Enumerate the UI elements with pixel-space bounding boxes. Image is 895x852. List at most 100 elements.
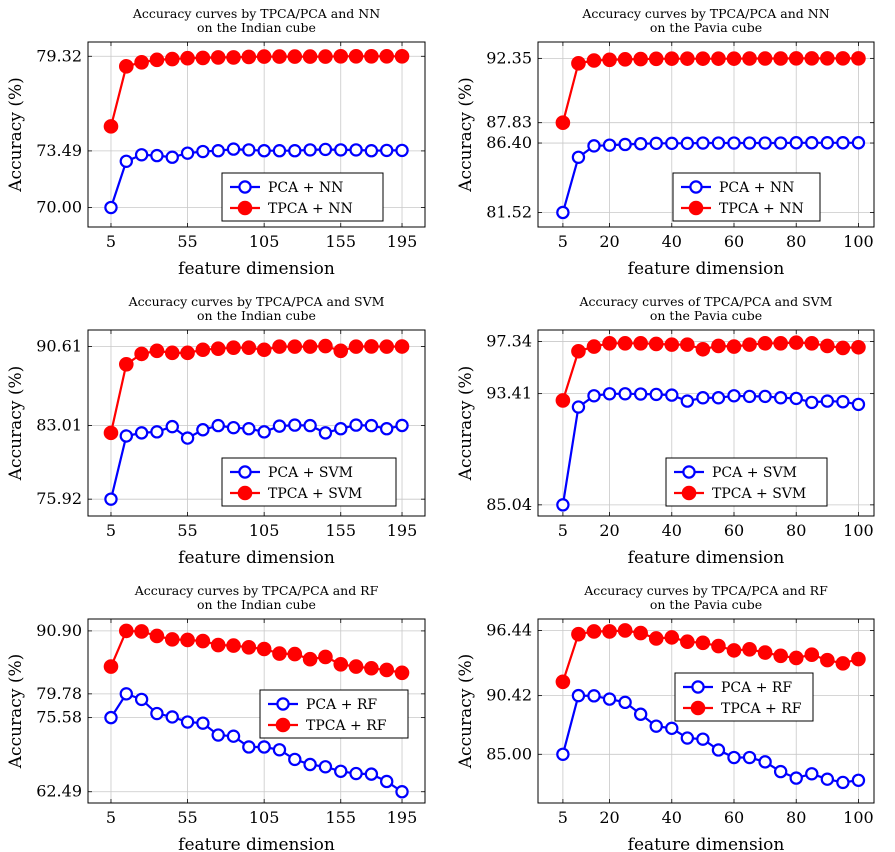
data-point-1: [773, 136, 788, 150]
data-point-1: [104, 200, 118, 215]
legend-marker-1: [276, 697, 290, 711]
chart-title: Accuracy curves by TPCA/PCA and RF: [134, 583, 379, 598]
data-point-1: [165, 419, 179, 434]
data-point-2: [820, 652, 835, 668]
y-tick-label: 75.58: [36, 708, 82, 727]
data-point-2: [633, 335, 648, 351]
data-point-1: [742, 136, 757, 150]
data-point-1: [789, 391, 803, 406]
data-point-2: [226, 340, 241, 355]
data-point-1: [556, 205, 570, 220]
data-point-2: [820, 51, 835, 66]
data-point-2: [195, 633, 211, 649]
x-tick-label: 80: [786, 232, 806, 251]
data-point-1: [272, 419, 287, 433]
legend-label-2: TPCA + RF: [306, 718, 387, 734]
plot-frame: [87, 41, 426, 228]
data-point-1: [334, 143, 348, 157]
chart-title: Accuracy curves by TPCA/PCA and NN: [132, 6, 380, 21]
data-point-1: [665, 388, 679, 402]
data-point-1: [257, 740, 271, 754]
data-point-1: [364, 144, 379, 158]
legend-marker-2: [237, 200, 253, 216]
data-point-1: [196, 716, 210, 730]
data-point-1: [303, 143, 317, 157]
data-point-1: [851, 136, 866, 150]
data-point-1: [727, 389, 741, 403]
data-point-2: [602, 52, 617, 68]
data-point-1: [242, 422, 256, 436]
x-tick-label: 155: [325, 808, 356, 827]
x-tick-label: 155: [325, 521, 356, 540]
data-point-2: [851, 339, 866, 355]
data-point-2: [757, 51, 773, 66]
x-tick-label: 20: [599, 232, 619, 251]
data-point-1: [711, 136, 726, 150]
plot-frame: [537, 329, 875, 517]
data-point-1: [211, 418, 225, 433]
legend-label-1: PCA + SVM: [712, 465, 797, 481]
data-point-1: [150, 148, 164, 163]
data-point-1: [680, 136, 695, 151]
y-tick-label: 70.00: [36, 198, 82, 217]
data-point-1: [196, 144, 210, 159]
data-point-1: [649, 387, 663, 402]
data-point-1: [711, 391, 726, 405]
data-point-2: [804, 51, 820, 66]
data-point-2: [695, 635, 711, 651]
data-point-2: [287, 646, 303, 662]
data-point-1: [165, 150, 179, 164]
data-point-2: [180, 345, 195, 361]
data-point-1: [242, 740, 256, 754]
data-point-2: [835, 656, 851, 671]
legend-marker-1: [691, 680, 705, 694]
data-point-1: [349, 143, 363, 157]
data-point-1: [820, 394, 835, 408]
data-point-1: [303, 418, 317, 433]
data-point-2: [318, 338, 333, 354]
data-point-1: [318, 426, 333, 440]
data-point-2: [134, 54, 149, 70]
y-axis-label: Accuracy (%): [6, 77, 26, 192]
legend-label-2: TPCA + SVM: [712, 486, 806, 502]
chart-subtitle: on the Indian cube: [197, 308, 316, 323]
data-point-1: [395, 143, 409, 158]
y-axis-label: Accuracy (%): [6, 366, 26, 481]
data-point-2: [180, 632, 195, 648]
data-point-1: [773, 391, 788, 405]
data-point-2: [664, 630, 680, 645]
y-tick-label: 62.49: [36, 782, 82, 801]
data-point-2: [695, 51, 711, 66]
data-point-2: [287, 49, 303, 64]
legend: PCA + NN TPCA + NN: [221, 172, 384, 222]
legend-label-2: TPCA + NN: [268, 201, 353, 217]
data-point-2: [586, 339, 602, 354]
data-point-1: [805, 395, 819, 410]
x-tick-label: 5: [106, 808, 116, 827]
x-tick-label: 5: [558, 232, 568, 251]
x-tick-label: 20: [599, 521, 619, 540]
data-point-1: [395, 418, 409, 433]
data-point-1: [226, 142, 241, 156]
data-point-2: [726, 51, 742, 66]
x-tick-label: 5: [558, 808, 568, 827]
data-point-2: [348, 659, 364, 674]
data-point-1: [742, 750, 757, 765]
data-point-1: [680, 731, 695, 745]
data-point-1: [727, 750, 741, 765]
data-point-2: [788, 335, 804, 350]
data-point-2: [711, 338, 726, 354]
x-tick-label: 5: [558, 521, 568, 540]
chart-title: Accuracy curves by TPCA/PCA and SVM: [128, 294, 385, 309]
data-point-2: [241, 640, 257, 655]
data-point-1: [556, 498, 570, 512]
data-point-2: [379, 662, 395, 678]
x-tick-label: 105: [249, 521, 280, 540]
data-point-2: [555, 115, 571, 130]
data-point-1: [820, 136, 835, 150]
x-tick-label: 105: [249, 808, 280, 827]
data-point-2: [241, 49, 257, 65]
data-point-2: [226, 638, 241, 653]
